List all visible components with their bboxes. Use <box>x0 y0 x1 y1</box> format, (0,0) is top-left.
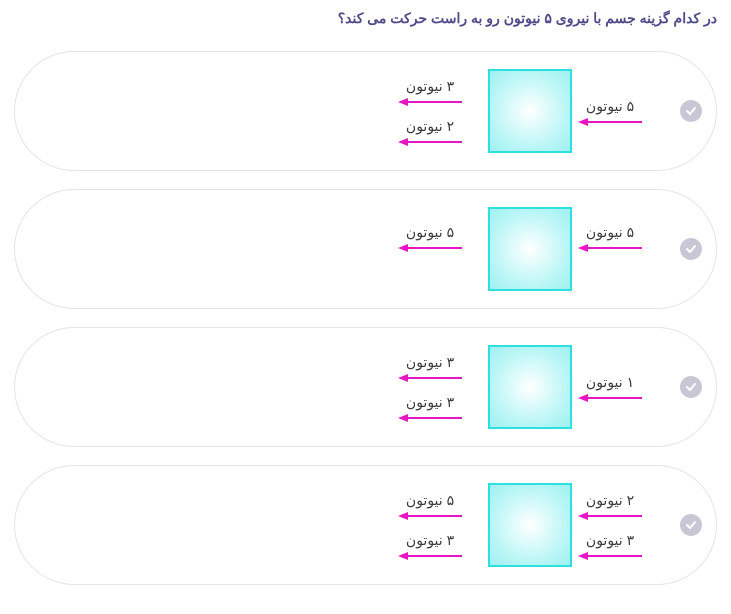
force-diagram: ۵ نیوتون ۳ نیوتون ۲ نیوتون <box>390 56 670 166</box>
force-arrow-left: ۲ نیوتون <box>398 118 462 147</box>
option-card[interactable]: ۲ نیوتون ۳ نیوتون ۵ نیوتون ۳ نیوتون <box>14 465 717 585</box>
force-label: ۲ نیوتون <box>406 118 454 135</box>
force-label: ۵ نیوتون <box>586 224 634 241</box>
options-list: ۵ نیوتون ۳ نیوتون ۲ نیوتون ۵ نیوتون <box>14 51 717 585</box>
question-text: در کدام گزینه جسم با نیروی ۵ نیوتون رو ب… <box>14 10 717 27</box>
force-label: ۳ نیوتون <box>586 532 634 549</box>
force-label: ۵ نیوتون <box>406 224 454 241</box>
body-box <box>488 345 572 429</box>
force-diagram: ۱ نیوتون ۳ نیوتون ۳ نیوتون <box>390 332 670 442</box>
option-card[interactable]: ۵ نیوتون ۵ نیوتون <box>14 189 717 309</box>
force-arrow-left: ۳ نیوتون <box>398 78 462 107</box>
body-box <box>488 69 572 153</box>
force-arrow-left: ۵ نیوتون <box>398 224 462 253</box>
force-arrow-left: ۳ نیوتون <box>398 354 462 383</box>
force-label: ۲ نیوتون <box>586 492 634 509</box>
force-label: ۵ نیوتون <box>406 492 454 509</box>
force-label: ۳ نیوتون <box>406 78 454 95</box>
check-icon <box>680 376 702 398</box>
option-card[interactable]: ۵ نیوتون ۳ نیوتون ۲ نیوتون <box>14 51 717 171</box>
body-box <box>488 207 572 291</box>
force-arrow-left: ۳ نیوتون <box>398 532 462 561</box>
check-icon <box>680 238 702 260</box>
force-label: ۵ نیوتون <box>586 98 634 115</box>
force-arrow-right: ۵ نیوتون <box>578 98 642 127</box>
body-box <box>488 483 572 567</box>
check-icon <box>680 100 702 122</box>
force-label: ۳ نیوتون <box>406 354 454 371</box>
force-arrow-right: ۳ نیوتون <box>578 532 642 561</box>
force-diagram: ۲ نیوتون ۳ نیوتون ۵ نیوتون ۳ نیوتون <box>390 470 670 580</box>
force-label: ۳ نیوتون <box>406 394 454 411</box>
check-icon <box>680 514 702 536</box>
force-diagram: ۵ نیوتون ۵ نیوتون <box>390 194 670 304</box>
force-label: ۳ نیوتون <box>406 532 454 549</box>
force-arrow-right: ۵ نیوتون <box>578 224 642 253</box>
force-arrow-left: ۳ نیوتون <box>398 394 462 423</box>
force-arrow-right: ۲ نیوتون <box>578 492 642 521</box>
force-arrow-right: ۱ نیوتون <box>578 374 642 403</box>
force-arrow-left: ۵ نیوتون <box>398 492 462 521</box>
force-label: ۱ نیوتون <box>586 374 634 391</box>
option-card[interactable]: ۱ نیوتون ۳ نیوتون ۳ نیوتون <box>14 327 717 447</box>
